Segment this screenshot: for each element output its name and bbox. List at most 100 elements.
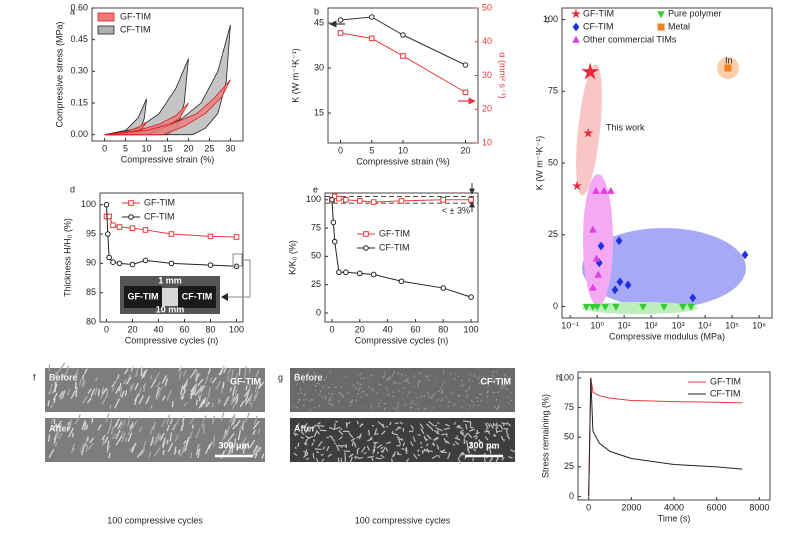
texture	[466, 408, 468, 410]
texture	[154, 372, 161, 381]
texture	[159, 432, 165, 441]
texture	[229, 413, 236, 423]
marker	[343, 196, 349, 203]
texture	[252, 444, 258, 454]
texture	[500, 384, 504, 386]
image-label: Before	[294, 372, 323, 382]
texture	[349, 401, 353, 404]
texture	[258, 381, 265, 389]
series-line	[340, 32, 466, 93]
texture	[355, 456, 360, 459]
texture	[296, 372, 299, 375]
texture	[374, 428, 378, 436]
texture	[370, 456, 374, 462]
texture	[197, 443, 201, 449]
texture	[435, 427, 443, 432]
texture	[181, 395, 185, 401]
texture	[156, 382, 161, 388]
texture	[492, 391, 496, 394]
texture	[426, 448, 430, 454]
texture	[293, 377, 296, 379]
texture	[466, 432, 473, 439]
texture	[418, 372, 422, 375]
texture	[502, 385, 505, 388]
texture	[382, 375, 386, 378]
texture	[321, 458, 325, 462]
texture	[197, 373, 201, 378]
texture	[252, 445, 260, 455]
texture	[54, 441, 58, 447]
legend-marker	[128, 200, 134, 206]
texture	[478, 439, 481, 444]
texture	[350, 453, 354, 457]
y-tick-label: 95	[86, 228, 96, 238]
texture	[310, 398, 313, 401]
texture	[239, 400, 245, 408]
texture	[178, 371, 182, 380]
texture	[400, 373, 403, 376]
texture	[411, 399, 414, 402]
texture	[237, 430, 242, 441]
texture	[353, 441, 357, 448]
texture	[385, 387, 388, 390]
texture	[250, 402, 253, 408]
texture	[234, 388, 238, 396]
texture	[181, 444, 186, 452]
texture	[417, 407, 420, 410]
texture	[292, 405, 295, 407]
y-tick-label: 50	[564, 432, 574, 442]
legend-label: GF-TIM	[379, 228, 410, 238]
texture	[316, 421, 321, 426]
texture	[47, 399, 50, 407]
x-tick-label: 8000	[749, 502, 769, 512]
texture	[444, 423, 450, 427]
texture	[459, 432, 465, 437]
texture	[435, 378, 438, 381]
texture	[58, 424, 63, 432]
marker	[600, 186, 608, 194]
texture	[312, 373, 316, 376]
texture	[101, 434, 106, 441]
texture	[433, 437, 440, 441]
texture	[211, 415, 216, 425]
texture	[456, 426, 463, 429]
y2-axis-label: α (mm² s⁻¹)	[498, 52, 508, 98]
texture	[350, 438, 356, 442]
texture	[316, 376, 319, 378]
texture	[337, 457, 341, 463]
legend-marker	[128, 214, 134, 220]
texture	[385, 447, 389, 452]
plot-frame	[324, 192, 479, 323]
texture	[340, 386, 342, 389]
texture	[427, 378, 430, 381]
texture	[90, 391, 94, 397]
texture	[430, 427, 434, 432]
texture	[87, 388, 92, 394]
texture	[48, 448, 55, 459]
marker	[207, 233, 214, 240]
texture	[423, 407, 427, 410]
texture	[150, 436, 155, 447]
texture	[435, 432, 440, 435]
texture	[85, 444, 89, 453]
texture	[305, 457, 310, 461]
texture	[439, 386, 442, 390]
texture	[417, 449, 420, 453]
texture	[129, 424, 133, 430]
texture	[424, 375, 428, 378]
marker	[615, 236, 623, 246]
texture	[493, 433, 497, 437]
texture	[367, 386, 371, 389]
texture	[49, 383, 53, 395]
marker	[468, 294, 474, 300]
texture	[301, 373, 303, 377]
texture	[189, 430, 193, 439]
texture	[346, 391, 349, 394]
texture	[66, 365, 69, 374]
texture	[307, 435, 314, 439]
texture	[202, 415, 207, 422]
texture	[484, 422, 489, 430]
texture	[360, 377, 363, 380]
x-tick-label: 10	[142, 143, 152, 153]
